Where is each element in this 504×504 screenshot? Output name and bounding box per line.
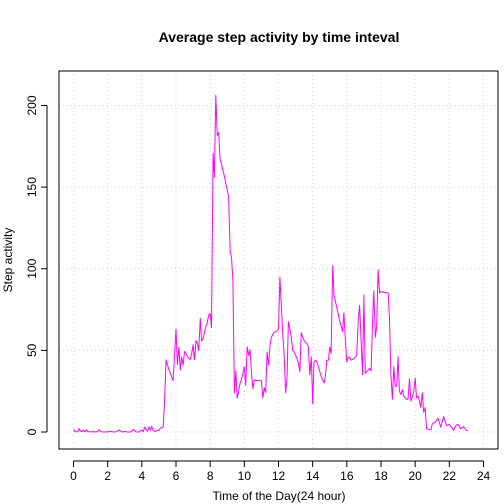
- x-tick-label: 10: [238, 469, 252, 483]
- x-tick-label: 12: [272, 469, 286, 483]
- x-tick-label: 18: [374, 469, 388, 483]
- y-tick-label: 200: [25, 95, 39, 115]
- y-axis-label: Step activity: [1, 228, 15, 293]
- x-tick-label: 24: [477, 469, 491, 483]
- x-tick-label: 0: [70, 469, 77, 483]
- x-tick-label: 8: [207, 469, 214, 483]
- x-tick-label: 20: [408, 469, 422, 483]
- grid-lines: [59, 71, 498, 449]
- x-axis-label: Time of the Day(24 hour): [213, 489, 346, 503]
- series-layer: [73, 94, 468, 433]
- x-axis: 0 2 4 6 8 10 12 14 16 18 20 22 24: [70, 460, 491, 483]
- y-tick-label: 50: [25, 343, 39, 357]
- x-tick-label: 6: [173, 469, 180, 483]
- chart-title: Average step activity by time inteval: [159, 29, 400, 45]
- plot-area-border: [58, 70, 499, 450]
- x-tick-label: 22: [443, 469, 457, 483]
- y-tick-label: 150: [25, 177, 39, 197]
- x-tick-label: 16: [340, 469, 354, 483]
- x-tick-label: 4: [138, 469, 145, 483]
- y-tick-label: 100: [25, 258, 39, 278]
- x-tick-label: 14: [306, 469, 320, 483]
- x-tick-label: 2: [104, 469, 111, 483]
- y-axis: 0 50 100 150 200: [25, 95, 48, 435]
- series-line: [73, 94, 468, 433]
- y-tick-label: 0: [25, 428, 39, 435]
